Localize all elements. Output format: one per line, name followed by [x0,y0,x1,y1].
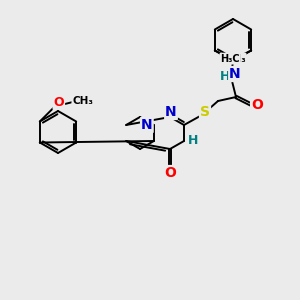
Text: H: H [188,134,198,148]
Text: O: O [164,166,176,180]
Text: H: H [220,70,230,83]
Text: O: O [251,98,263,112]
Text: O: O [53,96,64,109]
Text: S: S [200,105,210,119]
Text: CH₃: CH₃ [72,97,93,106]
Text: CH₃: CH₃ [226,53,246,64]
Text: N: N [141,118,153,132]
Text: N: N [229,67,241,81]
Text: H₃C: H₃C [220,53,240,64]
Text: N: N [165,105,177,119]
